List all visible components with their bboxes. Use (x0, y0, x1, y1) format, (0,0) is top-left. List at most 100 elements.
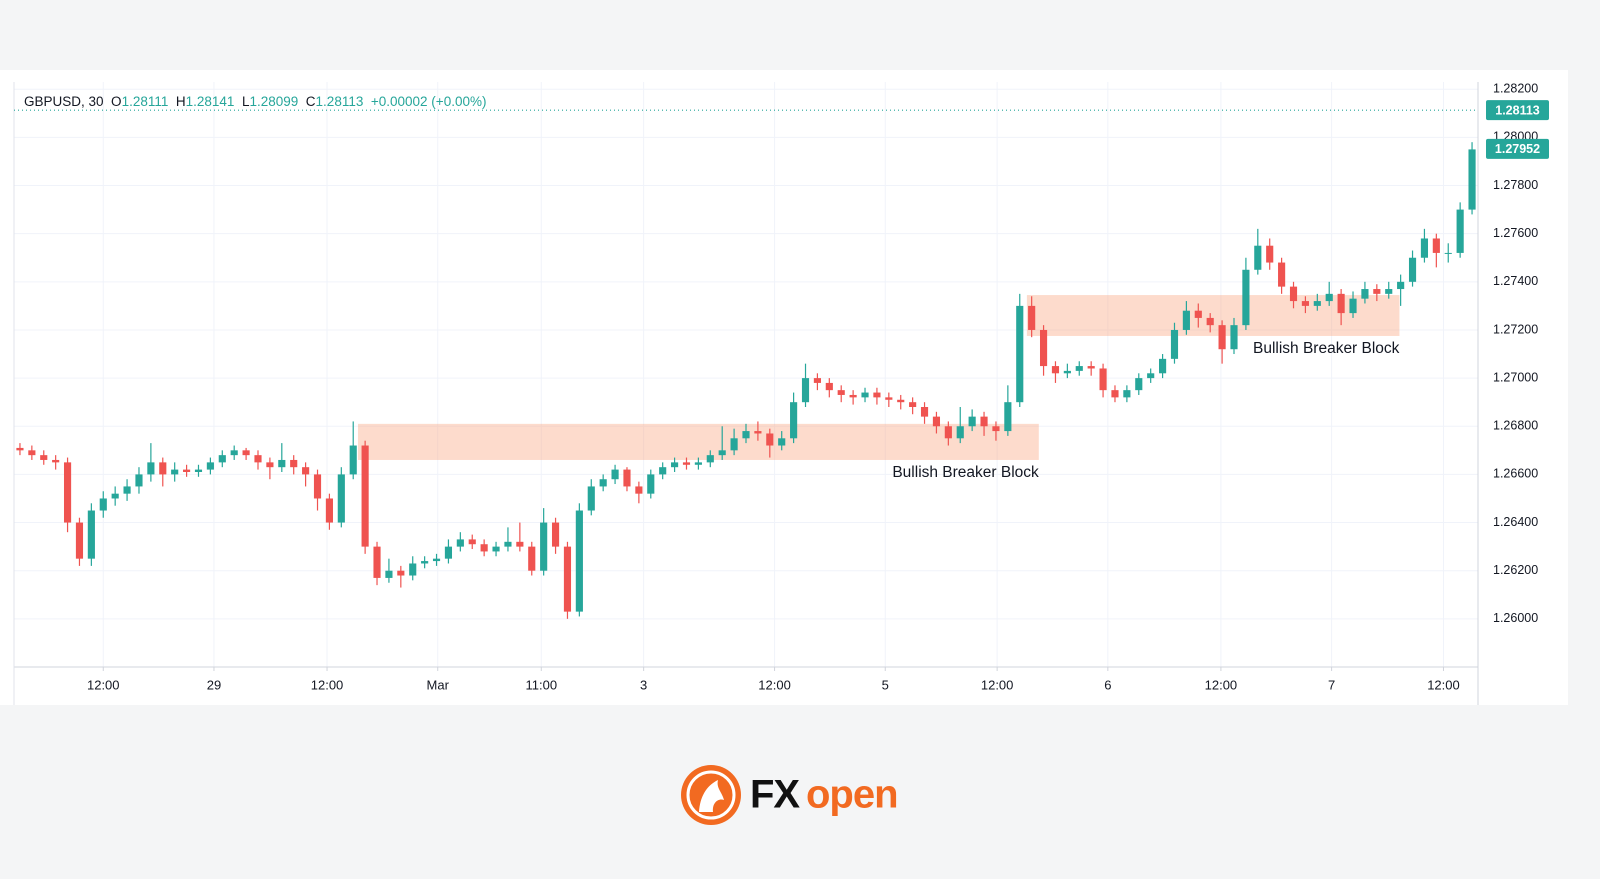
candle-body (1349, 298, 1357, 314)
candle-body (647, 474, 655, 494)
candle-body (290, 459, 298, 468)
candle-body (778, 438, 786, 446)
candle-body (444, 546, 453, 559)
candle-body (706, 455, 714, 463)
candle-body (718, 450, 726, 456)
candle-body (40, 455, 48, 460)
candle-body (1266, 245, 1274, 263)
candle-body (1278, 262, 1286, 287)
x-tick-label: 12:00 (1427, 677, 1460, 692)
candle-body (52, 459, 60, 463)
candle-body (623, 469, 631, 487)
candle-body (171, 469, 179, 475)
candle-body (563, 546, 572, 612)
symbol-legend: GBPUSD, 30 O1.28111 H1.28141 L1.28099 C1… (24, 94, 486, 109)
candle-body (385, 570, 393, 578)
candle-body (1397, 281, 1405, 290)
candle-body (242, 450, 250, 456)
candle-body (302, 467, 310, 475)
candle-body (754, 431, 762, 434)
candle-body (254, 455, 262, 463)
y-tick-label: 1.27000 (1493, 370, 1538, 384)
candle-body (1242, 269, 1250, 326)
candle-body (337, 474, 345, 523)
candle-body (373, 546, 381, 578)
low-value: 1.28099 (249, 94, 299, 109)
candle-body (897, 399, 905, 403)
candle-body (968, 416, 976, 427)
candle-body (1039, 329, 1048, 367)
candle-body (932, 416, 941, 427)
candle-body (1456, 209, 1464, 253)
high-label: H (175, 94, 186, 109)
candle-body (159, 462, 167, 475)
candle-body (1004, 402, 1012, 432)
candle-body (516, 541, 524, 547)
candle-body (1111, 390, 1119, 398)
candle-body (1063, 370, 1071, 374)
candle-body (1301, 301, 1309, 306)
y-tick-label: 1.27200 (1493, 322, 1538, 336)
logo: FX open (681, 765, 899, 825)
candle-body (1123, 390, 1131, 398)
candle-body (456, 539, 464, 547)
candle-body (1373, 289, 1381, 294)
candle-body (849, 394, 857, 398)
candle-body (325, 498, 333, 523)
candle-body (992, 426, 1000, 432)
candle-body (1087, 366, 1095, 369)
price-badge (1486, 138, 1549, 159)
candle-body (528, 546, 536, 571)
candle-body (837, 390, 845, 395)
close-value: 1.28113 (315, 94, 364, 109)
candle-body (861, 392, 869, 398)
candle-body (1432, 238, 1440, 253)
candle-body (730, 438, 738, 451)
candle-body (87, 510, 95, 559)
candle-body (1075, 366, 1083, 371)
x-tick-label: 12:00 (1205, 677, 1238, 692)
candle-body (1159, 358, 1167, 374)
y-tick-label: 1.26000 (1493, 611, 1538, 625)
logo-text-fx: FX (750, 773, 800, 817)
x-tick-label: 5 (882, 677, 889, 692)
candle-body (1182, 310, 1190, 330)
open-label: O (111, 94, 122, 109)
candle-body (635, 486, 643, 494)
candle-body (1408, 257, 1417, 282)
candle-body (206, 462, 214, 470)
candle-body (1051, 366, 1060, 374)
x-tick-label: 6 (1104, 677, 1111, 692)
candle-body (397, 570, 405, 576)
candle-body (551, 522, 560, 547)
candle-body (230, 450, 238, 456)
candles (16, 142, 1476, 619)
open-value: 1.28111 (121, 94, 169, 109)
x-tick-label: Mar (427, 677, 450, 692)
candle-body (1170, 329, 1179, 359)
candle-body (587, 486, 595, 511)
logo-icon-ring (686, 770, 736, 820)
candle-body (266, 462, 274, 468)
breaker-zone (357, 423, 1039, 460)
y-tick-label: 1.26800 (1493, 419, 1538, 433)
zone-label: Bullish Breaker Block (892, 464, 1039, 481)
candle-body (813, 378, 821, 383)
candle-body (218, 455, 226, 463)
candle-body (1218, 325, 1226, 350)
logo-text-open: open (806, 773, 898, 817)
candle-body (16, 447, 24, 451)
candle-body (1206, 317, 1214, 326)
y-tick-label: 1.27800 (1493, 178, 1538, 192)
symbol: GBPUSD, 30 (24, 94, 104, 109)
y-tick-label: 1.27600 (1493, 226, 1538, 240)
candle-body (421, 561, 429, 564)
x-tick-label: 3 (640, 677, 647, 692)
change-value: +0.00002 (+0.00%) (370, 94, 487, 109)
candle-body (1289, 286, 1298, 302)
candle-body (1230, 325, 1238, 350)
candle-body (682, 462, 691, 465)
candle-body (1016, 305, 1024, 403)
candle-body (790, 402, 798, 439)
